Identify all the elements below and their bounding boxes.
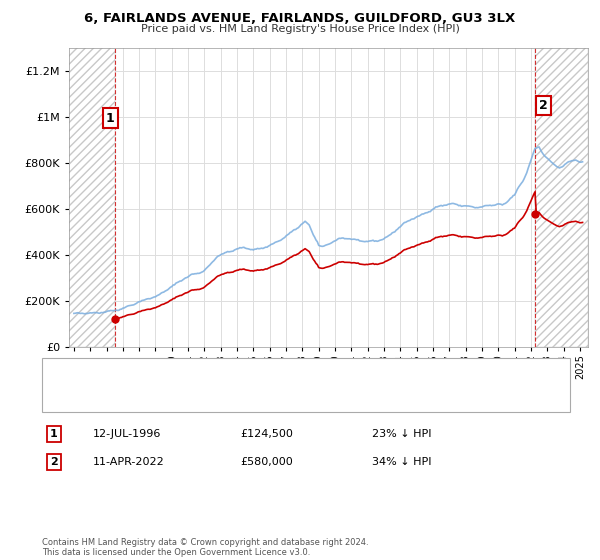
Text: 1: 1 (106, 111, 115, 124)
Text: 6, FAIRLANDS AVENUE, FAIRLANDS, GUILDFORD, GU3 3LX: 6, FAIRLANDS AVENUE, FAIRLANDS, GUILDFOR… (85, 12, 515, 25)
Text: 1: 1 (50, 429, 58, 439)
Text: —: — (49, 391, 65, 406)
Bar (535, 48, 588, 347)
Bar (69, 48, 115, 347)
Text: Contains HM Land Registry data © Crown copyright and database right 2024.
This d: Contains HM Land Registry data © Crown c… (42, 538, 368, 557)
Text: Price paid vs. HM Land Registry's House Price Index (HPI): Price paid vs. HM Land Registry's House … (140, 24, 460, 34)
Text: £124,500: £124,500 (240, 429, 293, 439)
Text: HPI: Average price, detached house, Guildford: HPI: Average price, detached house, Guil… (71, 393, 296, 403)
Text: £580,000: £580,000 (240, 457, 293, 467)
Text: 23% ↓ HPI: 23% ↓ HPI (372, 429, 431, 439)
Text: —: — (49, 366, 65, 381)
Text: 34% ↓ HPI: 34% ↓ HPI (372, 457, 431, 467)
Text: 2: 2 (539, 99, 548, 111)
Text: 11-APR-2022: 11-APR-2022 (93, 457, 165, 467)
Text: 12-JUL-1996: 12-JUL-1996 (93, 429, 161, 439)
Text: 6, FAIRLANDS AVENUE, FAIRLANDS, GUILDFORD, GU3 3LX (detached house): 6, FAIRLANDS AVENUE, FAIRLANDS, GUILDFOR… (71, 368, 443, 379)
Bar (69, 48, 115, 347)
Text: 2: 2 (50, 457, 58, 467)
Bar (535, 48, 588, 347)
